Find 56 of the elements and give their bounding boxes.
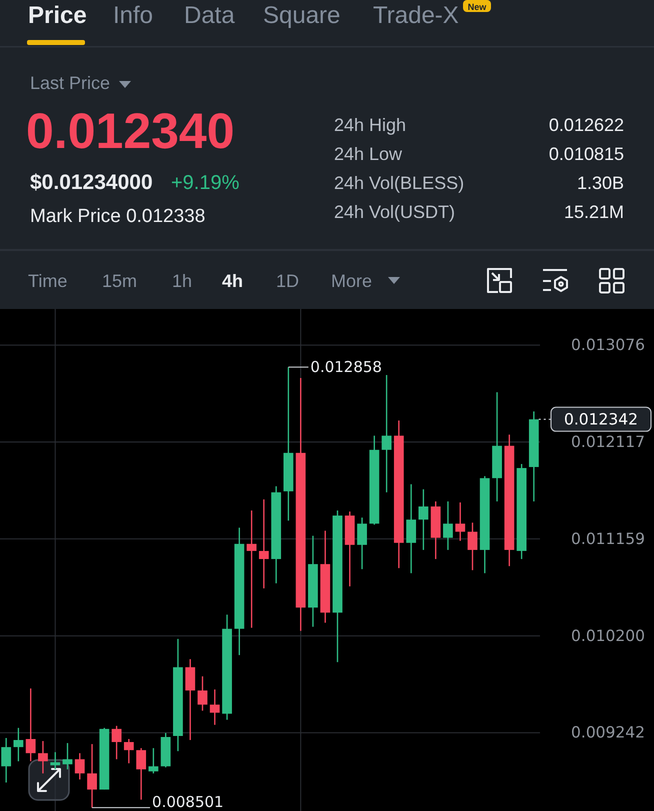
text: 0.012622 (548, 115, 624, 135)
ref-line-label: 0.012342 (564, 410, 638, 428)
candlestick (124, 738, 134, 764)
text: 1D (276, 271, 300, 291)
text: Info (113, 2, 154, 29)
y-tick-label: 0.009242 (571, 724, 645, 742)
candlestick (1, 737, 12, 784)
text: 0.012340 (26, 103, 235, 159)
y-tick-label: 0.013076 (571, 336, 645, 354)
candlestick (26, 688, 36, 762)
candlestick (148, 747, 158, 774)
text: More (331, 271, 372, 291)
text: 24h Vol(BLESS) (334, 173, 464, 193)
candlestick (443, 500, 453, 551)
candlestick (62, 742, 72, 770)
text: Square (263, 2, 340, 29)
candlestick (14, 727, 24, 762)
text: Mark Price 0.012338 (30, 206, 206, 227)
text: 24h Low (334, 144, 404, 164)
text: 24h High (334, 115, 406, 135)
text: Time (28, 271, 68, 291)
candlestick (357, 516, 367, 570)
candlestick (455, 502, 466, 542)
candlestick (246, 510, 256, 628)
text: Price (28, 2, 87, 29)
text: 4h (222, 271, 244, 291)
text: 24h Vol(USDT) (334, 202, 456, 222)
text: +9.19% (171, 172, 240, 194)
text: Trade-X (373, 2, 459, 29)
text: 15.21M (564, 202, 624, 222)
candlestick (406, 484, 416, 574)
candlestick (112, 725, 122, 760)
candlestick (418, 488, 428, 551)
candlestick (136, 747, 146, 800)
text: Data (184, 2, 236, 29)
text: 1.30B (576, 173, 624, 193)
annotation: 0.012858 (310, 358, 382, 376)
candlestick (382, 374, 392, 493)
text: 1h (172, 271, 192, 291)
text: New (468, 2, 488, 12)
annotation: 0.008501 (152, 793, 224, 811)
candlestick (38, 740, 48, 774)
candlestick (74, 752, 85, 780)
candlestick (258, 498, 269, 590)
candlestick (210, 688, 220, 726)
text: $0.01234000 (30, 171, 153, 194)
candlestick (198, 676, 208, 712)
text: 0.010815 (548, 144, 624, 164)
text: 15m (102, 271, 138, 291)
text: Last Price (30, 73, 110, 93)
candlestick (185, 658, 196, 741)
y-tick-label: 0.012117 (571, 433, 645, 452)
y-tick-label: 0.010200 (571, 626, 645, 645)
candlestick (468, 522, 478, 571)
y-tick-label: 0.011159 (571, 530, 645, 548)
candlestick (87, 743, 97, 808)
